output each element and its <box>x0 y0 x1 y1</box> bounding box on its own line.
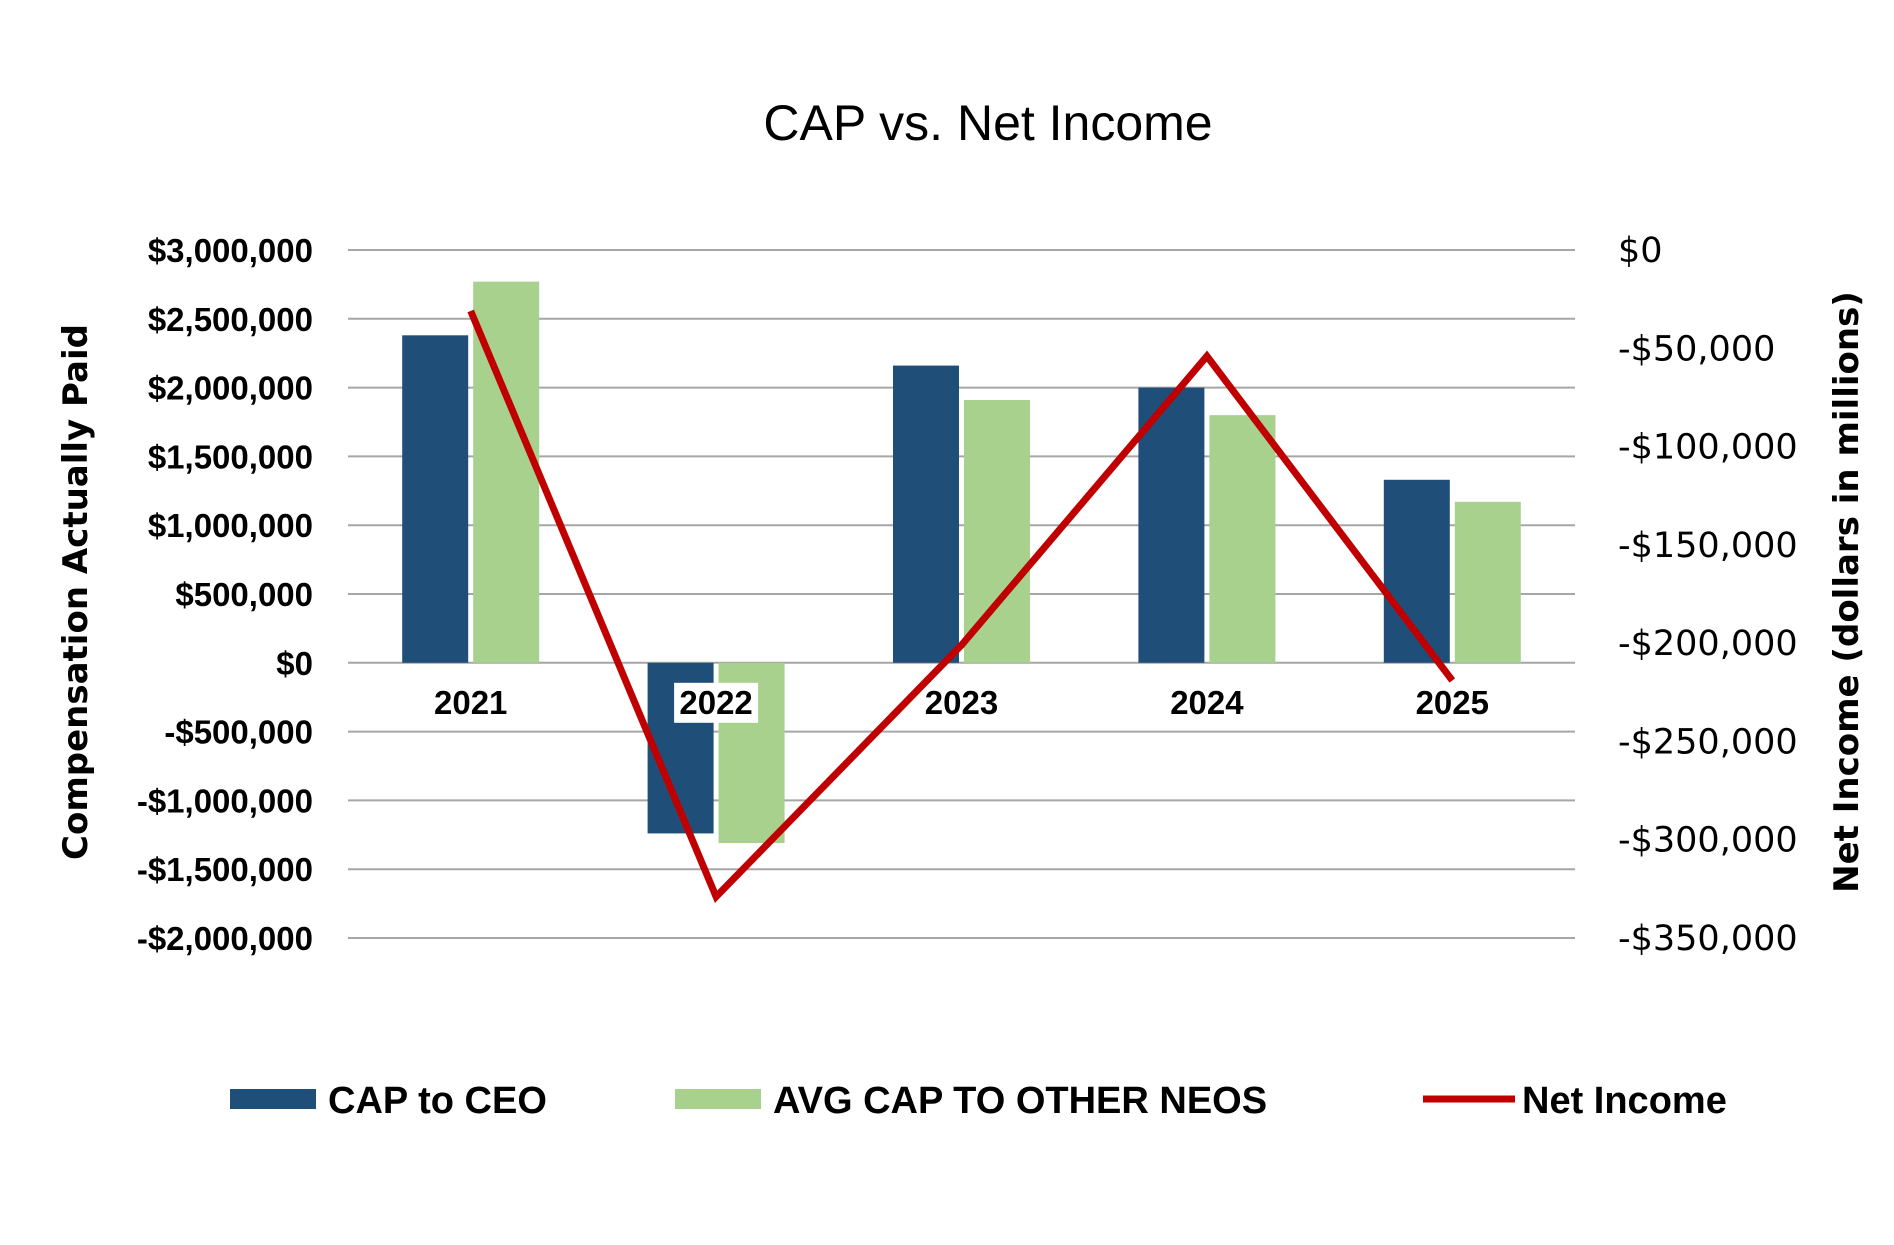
bar-avg-cap-neos-2023 <box>964 399 1030 663</box>
right-axis-ticks: $0 -$50,000 -$100,000 -$150,000 -$200,000 -$2… <box>1618 231 1798 959</box>
right-tick-label: -$50,000 <box>1618 329 1775 369</box>
left-tick-label: -$1,500,000 <box>137 851 313 888</box>
left-axis-title: Compensation Actually Paid <box>56 324 96 860</box>
right-tick-label: -$100,000 <box>1618 428 1798 468</box>
category-label: 2021 <box>434 684 507 721</box>
net-income-line <box>467 309 1456 903</box>
bar-avg-cap-neos-2025 <box>1454 501 1521 663</box>
legend-swatch <box>230 1089 316 1109</box>
left-tick-label: $2,000,000 <box>148 370 313 407</box>
right-tick-label: -$150,000 <box>1618 526 1798 566</box>
right-tick-label: -$350,000 <box>1618 919 1798 959</box>
bar-cap-ceo-2024 <box>1138 387 1205 663</box>
gridlines <box>348 249 1575 939</box>
right-tick-label: $0 <box>1618 231 1663 271</box>
category-label: 2024 <box>1170 684 1244 721</box>
net-income-line-path <box>467 309 1456 903</box>
bar-cap-ceo-2021 <box>402 335 469 663</box>
legend-label: CAP to CEO <box>328 1080 547 1122</box>
category-label-bg <box>674 682 759 723</box>
category-label: 2022 <box>679 684 752 721</box>
left-tick-label: -$500,000 <box>164 714 313 751</box>
category-labels: 2021 2022 2023 2024 2025 <box>434 682 1489 723</box>
left-tick-label: $1,500,000 <box>148 438 313 475</box>
right-tick-label: -$250,000 <box>1618 722 1798 762</box>
chart-title: CAP vs. Net Income <box>763 95 1212 151</box>
left-tick-label: $1,000,000 <box>148 507 313 544</box>
legend-label: AVG CAP TO OTHER NEOS <box>773 1080 1267 1122</box>
bar-cap-ceo-2023 <box>893 365 959 663</box>
right-axis-title: Net Income (dollars in millions) <box>1827 291 1867 893</box>
left-axis-ticks: $3,000,000 $2,500,000 $2,000,000 $1,500,000… <box>137 232 313 957</box>
legend: CAP to CEO AVG CAP TO OTHER NEOS Net Incom… <box>230 1080 1727 1122</box>
category-label: 2023 <box>925 684 998 721</box>
category-label: 2025 <box>1416 684 1489 721</box>
left-tick-label: $3,000,000 <box>148 232 313 269</box>
left-tick-label: -$1,000,000 <box>137 782 313 819</box>
legend-label: Net Income <box>1522 1080 1727 1122</box>
right-tick-label: -$300,000 <box>1618 821 1798 861</box>
left-tick-label: $2,500,000 <box>148 301 313 338</box>
left-tick-label: $500,000 <box>175 576 313 613</box>
right-tick-label: -$200,000 <box>1618 624 1798 664</box>
bar-avg-cap-neos-2024 <box>1209 415 1276 663</box>
legend-swatch <box>675 1089 761 1109</box>
left-tick-label: $0 <box>276 645 313 682</box>
bars <box>402 281 1521 844</box>
left-tick-label: -$2,000,000 <box>137 920 313 957</box>
